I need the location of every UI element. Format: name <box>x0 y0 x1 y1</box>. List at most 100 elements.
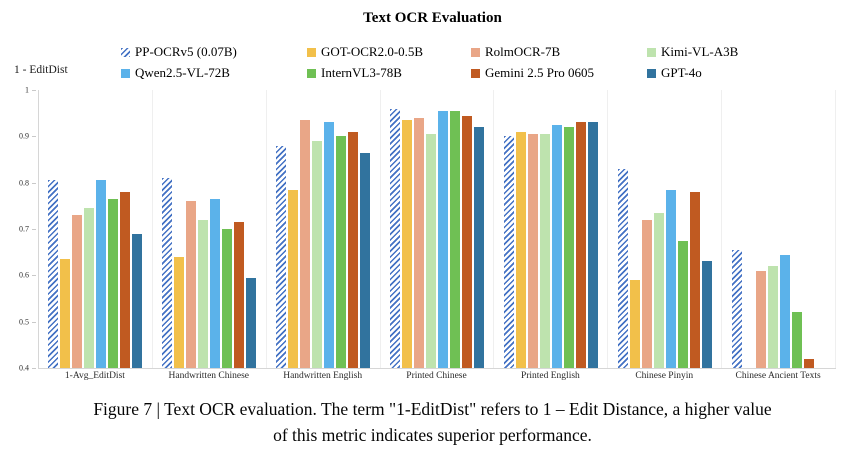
bar-group <box>494 90 609 368</box>
bar <box>186 201 197 368</box>
category-label: Handwritten English <box>283 371 363 381</box>
bar <box>689 191 700 368</box>
bar <box>653 212 664 368</box>
legend-item: PP-OCRv5 (0.07B) <box>121 44 307 60</box>
y-axis-ticks: 1 0.9 0.8 0.7 0.6 0.5 0.4 <box>0 86 36 373</box>
category-label: 1-Avg_EditDist <box>64 371 125 381</box>
legend-item: Qwen2.5-VL-72B <box>121 65 307 81</box>
bar <box>791 312 802 368</box>
legend-swatch-icon <box>121 68 130 78</box>
bar <box>96 180 107 368</box>
bar <box>641 219 652 368</box>
caption-line-1: Figure 7 | Text OCR evaluation. The term… <box>93 399 772 419</box>
bar <box>515 131 526 368</box>
legend-item: RolmOCR-7B <box>471 44 647 60</box>
bar <box>300 120 311 368</box>
bar-group <box>267 90 381 368</box>
bar <box>755 270 766 368</box>
y-tick-mark <box>32 368 36 369</box>
y-tick-label: 0.6 <box>19 270 29 280</box>
bar <box>539 134 550 368</box>
legend-label: Qwen2.5-VL-72B <box>135 65 230 80</box>
y-axis-label: 1 - EditDist <box>14 64 68 76</box>
bar <box>276 145 287 368</box>
bar <box>222 229 233 368</box>
legend-swatch-icon <box>647 68 656 78</box>
legend-label: GOT-OCR2.0-0.5B <box>321 44 424 59</box>
y-tick-label: 0.9 <box>19 131 29 141</box>
bar <box>132 233 143 368</box>
bar <box>701 261 712 368</box>
bar <box>551 124 562 368</box>
bar <box>563 127 574 368</box>
bar-group <box>381 90 495 368</box>
bar <box>174 256 185 368</box>
bar-group <box>722 90 837 368</box>
bar <box>665 189 676 368</box>
category-label: Printed Chinese <box>406 371 467 381</box>
bar <box>474 127 484 368</box>
bar <box>390 108 400 368</box>
bar <box>84 208 95 368</box>
bar <box>575 122 586 368</box>
y-tick-label: 0.7 <box>19 224 29 234</box>
bar <box>767 266 778 368</box>
bar <box>348 131 359 368</box>
legend-label: Kimi-VL-A3B <box>661 44 739 59</box>
category-label: Handwritten Chinese <box>168 371 250 381</box>
chart-title: Text OCR Evaluation <box>363 10 502 26</box>
bar <box>617 168 628 368</box>
legend-swatch-icon <box>307 47 316 57</box>
bar <box>438 110 448 368</box>
y-tick-label: 0.4 <box>19 363 29 373</box>
category-label: Chinese Ancient Texts <box>735 371 821 381</box>
y-tick-label: 0.5 <box>19 317 29 327</box>
y-tick-mark <box>32 229 36 230</box>
legend-item: InternVL3-78B <box>307 65 471 81</box>
legend: PP-OCRv5 (0.07B) GOT-OCR2.0-0.5B RolmOCR-7… <box>121 44 767 81</box>
bar <box>450 110 460 368</box>
bar <box>527 134 538 368</box>
figure-caption: Figure 7 | Text OCR evaluation. The term… <box>0 396 865 449</box>
bar <box>503 136 514 368</box>
bar <box>360 152 371 368</box>
caption-line-2: of this metric indicates superior perfor… <box>273 425 592 446</box>
legend-swatch-icon <box>471 47 480 57</box>
bar <box>288 189 299 368</box>
bar <box>336 136 347 368</box>
legend-swatch-icon <box>647 47 656 57</box>
legend-swatch-icon <box>471 68 480 78</box>
bar <box>779 254 790 368</box>
category-label: Printed English <box>520 371 580 381</box>
y-tick-label: 0.8 <box>19 178 29 188</box>
bar <box>312 141 323 368</box>
bar <box>210 198 221 368</box>
y-tick-mark <box>32 90 36 91</box>
bar <box>629 280 640 368</box>
bar <box>72 215 83 368</box>
bar <box>803 358 814 368</box>
legend-swatch-icon <box>121 47 130 57</box>
legend-item: Gemini 2.5 Pro 0605 <box>471 65 647 81</box>
category-label: Chinese Pinyin <box>635 371 694 381</box>
bar <box>60 259 71 368</box>
legend-label: GPT-4o <box>661 65 702 80</box>
bar-group <box>153 90 267 368</box>
bar <box>324 122 335 368</box>
bar <box>246 277 257 368</box>
bar <box>587 122 598 368</box>
bar <box>731 249 742 368</box>
bar <box>402 120 412 368</box>
bar-group <box>608 90 723 368</box>
x-axis-labels: 1-Avg_EditDist Handwritten Chinese Handwri… <box>38 371 835 381</box>
bar <box>677 240 688 368</box>
bar <box>414 117 424 368</box>
legend-label: RolmOCR-7B <box>485 44 561 59</box>
legend-swatch-icon <box>307 68 316 78</box>
bar <box>198 219 209 368</box>
bar-group <box>39 90 153 368</box>
legend-item: GPT-4o <box>647 65 767 81</box>
bar <box>462 115 472 368</box>
bar <box>426 134 436 368</box>
